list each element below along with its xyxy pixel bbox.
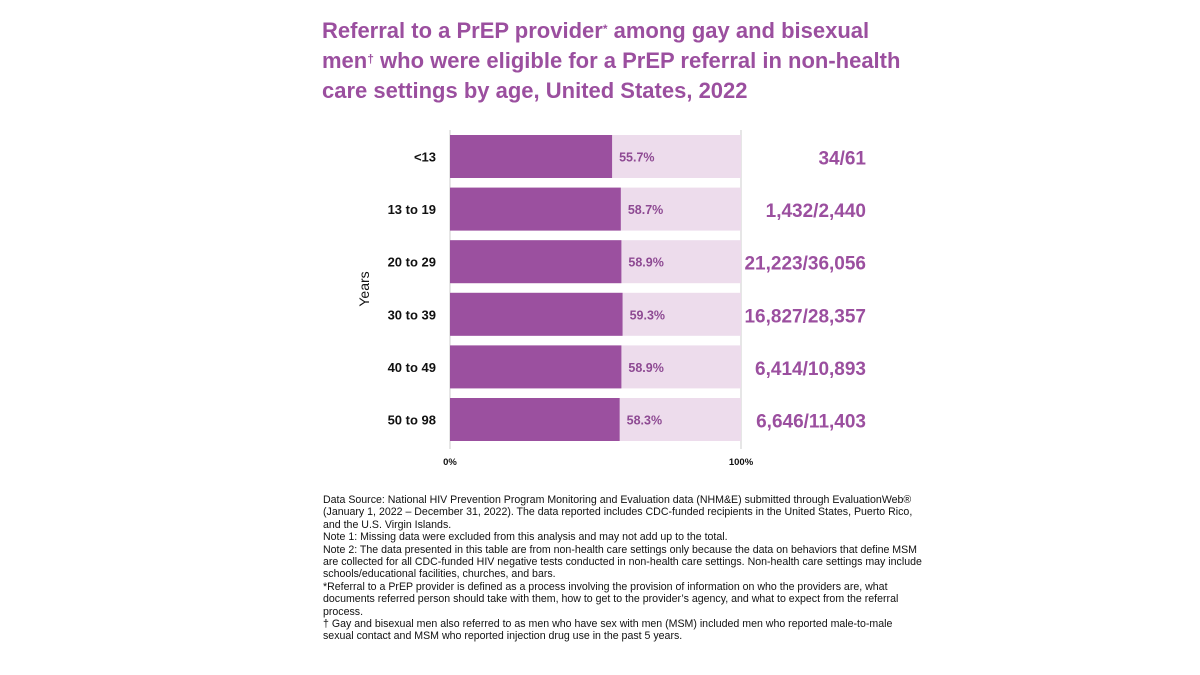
x-tick-label: 100% [729, 457, 754, 468]
data-label: 59.3% [630, 308, 665, 322]
x-tick-label: 0% [443, 457, 457, 468]
data-label: 58.9% [628, 256, 663, 270]
count-label: 21,223/36,056 [744, 254, 866, 275]
data-label: 58.9% [628, 361, 663, 375]
note-referral-definition: *Referral to a PrEP provider is defined … [323, 580, 899, 618]
count-label: 6,414/10,893 [755, 359, 866, 380]
category-label: 40 to 49 [388, 360, 436, 375]
bar [450, 240, 622, 284]
count-label: 1,432/2,440 [766, 201, 866, 222]
data-label: 55.7% [619, 151, 654, 165]
category-label: 30 to 39 [388, 307, 436, 322]
bar [450, 345, 622, 389]
title-asterisk: * [602, 22, 608, 36]
data-label: 58.3% [627, 414, 662, 428]
data-label: 58.7% [628, 203, 663, 217]
count-label: 34/61 [818, 149, 866, 170]
note-2: Note 2: The data presented in this table… [323, 543, 922, 581]
title-dagger: † [367, 52, 374, 66]
bar [450, 135, 613, 178]
bar [450, 398, 620, 441]
chart-title: Referral to a PrEP provider* among gay a… [322, 16, 922, 106]
bar [450, 187, 621, 231]
y-axis-title: Years [356, 271, 372, 306]
footnotes: Data Source: National HIV Prevention Pro… [323, 494, 923, 643]
bar-chart: <13 55.7% 34/61 13 to 19 58.7% 1,432/2,440 20 … [356, 130, 866, 468]
title-part-2: among gay and bisexual men [322, 18, 870, 73]
count-label: 6,646/11,403 [756, 412, 866, 433]
bar [450, 292, 623, 336]
note-1: Note 1: Missing data were excluded from … [323, 531, 728, 544]
title-part-1: Referral to a PrEP provider [322, 18, 603, 43]
category-label: 50 to 98 [388, 413, 436, 428]
note-data-source: Data Source: National HIV Prevention Pro… [323, 494, 913, 531]
category-label: 13 to 19 [388, 202, 436, 217]
note-msm-definition: † Gay and bisexual men also referred to … [323, 618, 893, 643]
category-label: 20 to 29 [388, 255, 436, 270]
count-label: 16,827/28,357 [744, 306, 866, 327]
category-label: <13 [414, 150, 436, 165]
title-part-3: who were eligible for a PrEP referral in… [322, 48, 901, 103]
